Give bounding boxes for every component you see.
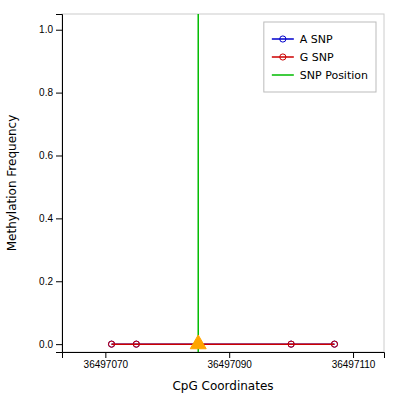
tick: 0.2 [39,276,62,287]
legend-label: G SNP [300,51,334,64]
plot-frame [62,14,384,352]
legend-item: SNP Position [272,69,368,82]
vertical-line [197,14,199,352]
axis-line [63,353,385,359]
tick: 0.4 [39,213,62,224]
series-point [133,341,139,347]
tick-label: 36497090 [207,359,252,370]
x-axis: 36497070 36497090 36497110 [63,352,385,370]
legend-swatch [272,56,294,58]
tick: 36497090 [207,352,252,370]
tick-mark [229,352,230,358]
tick-label: 0.6 [39,150,53,161]
tick: 0.6 [39,150,62,161]
legend-swatch [272,74,294,76]
legend-label: SNP Position [300,69,368,82]
tick: 0.0 [39,339,62,350]
legend-swatch [272,38,294,40]
tick-label: 0.8 [39,87,53,98]
tick-mark [56,218,62,219]
tick-mark [56,93,62,94]
tick-mark [56,30,62,31]
tick-label: 36497110 [332,359,376,370]
legend-item: A SNP [272,33,333,46]
legend-label: A SNP [300,33,333,46]
tick-label: 0.4 [39,213,53,224]
marker [190,335,206,349]
chart: 36497070 36497090 36497110 0.0 0.2 0.4 0.6 0.8 1… [0,0,400,400]
legend-item: G SNP [272,51,334,64]
plot: 36497070 36497090 36497110 0.0 0.2 0.4 0.6 0.8 1… [39,14,384,370]
tick-mark [56,155,62,156]
tick: 36497070 [84,352,129,370]
series-line [112,343,335,345]
series-point [108,341,114,347]
tick-label: 1.0 [39,24,53,35]
tick-label: 0.0 [39,339,53,350]
legend-box [264,22,376,92]
tick-mark [56,281,62,282]
x-axis-title: CpG Coordinates [172,379,273,393]
legend-marker [280,36,286,42]
series-point [288,341,294,347]
tick-label: 36497070 [84,359,129,370]
tick: 1.0 [39,24,62,35]
tick-mark [105,352,106,358]
axis-line [56,15,63,353]
y-axis-title: Methylation Frequency [5,115,19,252]
series-line [112,343,335,345]
tick-mark [353,352,354,358]
tick-label: 0.2 [39,276,53,287]
y-axis: 0.0 0.2 0.4 0.6 0.8 1.0 [39,15,62,353]
tick: 0.8 [39,87,62,98]
tick: 36497110 [332,352,376,370]
series-point [331,341,337,347]
legend: A SNP G SNP SNP Position [264,22,376,92]
legend-marker [280,54,286,60]
tick-mark [56,344,62,345]
